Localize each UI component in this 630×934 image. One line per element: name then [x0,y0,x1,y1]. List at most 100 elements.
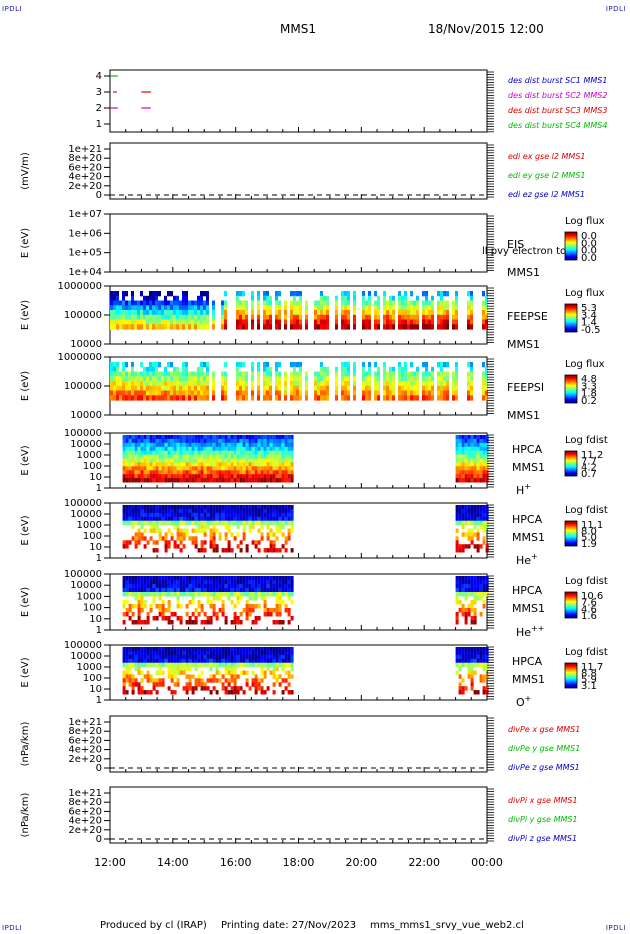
heat-cell [269,366,272,373]
heat-cell [455,454,459,459]
heat-cell [428,310,431,316]
heat-cell [473,620,477,625]
heat-cell [317,324,320,330]
heat-cell [224,650,228,656]
heat-cell [212,395,215,401]
heat-cell [155,310,158,316]
heat-cell [245,454,249,459]
heat-cell [161,505,165,510]
heat-cell [257,512,261,518]
heat-cell [437,305,440,311]
heat-cell [140,310,143,316]
heat-cell [281,516,285,522]
heat-cell [167,666,171,671]
species-label-hpca_hepp: He++ [516,624,544,639]
heat-cell [230,548,234,553]
heat-cell [335,395,338,401]
heat-cell [269,376,272,382]
heat-cell [230,690,234,695]
heat-cell [185,654,189,660]
heat-cell [167,658,171,664]
heat-cell [458,462,462,467]
heat-cell [470,662,474,668]
heat-cell [146,478,150,483]
heat-cell [263,305,266,311]
heat-cell [191,690,195,695]
heat-cell [128,608,132,613]
heat-cell [266,442,270,448]
heat-cell [254,505,258,510]
heat-cell [251,454,255,459]
heat-cell [140,505,144,510]
heat-cell [191,435,195,440]
heat-cell [197,390,200,396]
heat-cell [197,474,201,479]
heat-cell [173,300,176,306]
heat-cell [467,362,470,368]
heat-cell [260,592,264,597]
heat-cell [254,654,258,660]
heat-cell [161,381,164,387]
heat-cell [284,686,288,691]
heat-cell [236,520,240,526]
heat-cell [161,310,164,316]
heat-cell [260,512,264,518]
heat-cell [344,395,347,401]
heat-cell [428,314,431,321]
y-tick-label: 100000 [64,428,102,439]
heat-cell [146,371,149,377]
heat-cell [131,576,135,581]
heat-cell [461,580,465,585]
heat-cell [182,466,186,471]
heat-cell [152,512,156,518]
heat-cell [188,616,192,621]
heat-cell [164,584,168,589]
footer-file: mms_mms1_srvy_vue_web2.cl [370,920,524,931]
heat-cell [401,366,404,373]
heat-cell [209,576,213,581]
heat-cell [158,450,162,456]
heat-cell [473,462,477,467]
heat-cell [215,650,219,656]
heat-cell [284,310,287,316]
heat-cell [260,596,264,601]
heat-cell [290,310,293,316]
heat-cell [218,508,222,514]
heat-cell [284,438,288,444]
heat-cell [191,650,195,656]
heat-cell [227,524,231,529]
heat-cell [242,385,245,392]
heat-cell [383,314,386,321]
heat-cell [299,300,302,306]
heat-cell [365,385,368,392]
heat-cell [173,435,177,440]
heat-cell [275,310,278,316]
heat-cell [245,516,249,522]
heat-cell [164,616,168,621]
heat-cell [320,314,323,321]
heat-cell [137,516,141,522]
heat-cell [476,478,480,483]
heat-cell [203,395,206,401]
heat-cell [152,466,156,471]
heatmap-feepse [110,291,488,330]
heat-cell [197,658,201,664]
heat-cell [224,314,227,321]
heat-cell [224,310,227,316]
heat-cell [479,446,483,452]
heat-cell [140,654,144,660]
heat-cell [167,608,171,613]
heat-cell [197,647,201,652]
heat-cell [122,670,126,675]
heat-cell [140,592,144,597]
heat-cell [140,458,144,463]
heat-cell [272,520,276,526]
heat-cell [287,508,291,514]
heat-cell [116,291,119,297]
heat-cell [140,442,144,448]
heat-cell [479,654,483,660]
heat-cell [242,474,246,479]
heat-cell [128,474,132,479]
heat-cell [464,576,468,581]
heat-cell [230,576,234,581]
